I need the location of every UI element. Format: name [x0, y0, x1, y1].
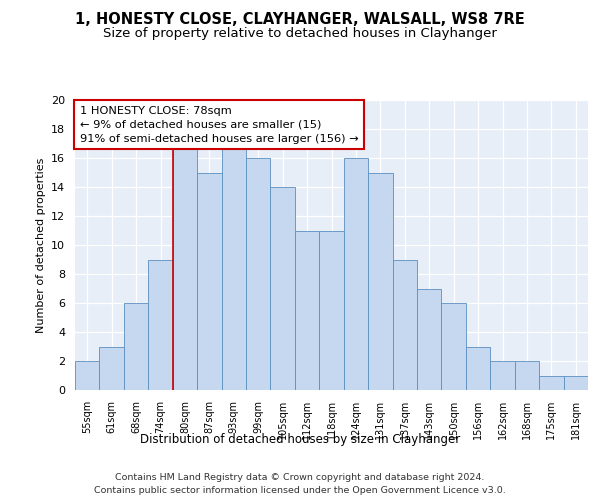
Bar	[344, 158, 368, 390]
Bar	[173, 144, 197, 390]
Bar	[442, 303, 466, 390]
Bar	[295, 230, 319, 390]
Text: 1 HONESTY CLOSE: 78sqm
← 9% of detached houses are smaller (15)
91% of semi-deta: 1 HONESTY CLOSE: 78sqm ← 9% of detached …	[80, 106, 359, 144]
Y-axis label: Number of detached properties: Number of detached properties	[35, 158, 46, 332]
Bar	[221, 144, 246, 390]
Bar	[246, 158, 271, 390]
Text: Distribution of detached houses by size in Clayhanger: Distribution of detached houses by size …	[140, 432, 460, 446]
Bar	[75, 361, 100, 390]
Bar	[197, 172, 221, 390]
Bar	[392, 260, 417, 390]
Text: Contains public sector information licensed under the Open Government Licence v3: Contains public sector information licen…	[94, 486, 506, 495]
Bar	[100, 346, 124, 390]
Bar	[148, 260, 173, 390]
Text: 1, HONESTY CLOSE, CLAYHANGER, WALSALL, WS8 7RE: 1, HONESTY CLOSE, CLAYHANGER, WALSALL, W…	[75, 12, 525, 28]
Bar	[466, 346, 490, 390]
Bar	[271, 187, 295, 390]
Bar	[490, 361, 515, 390]
Bar	[563, 376, 588, 390]
Bar	[368, 172, 392, 390]
Text: Contains HM Land Registry data © Crown copyright and database right 2024.: Contains HM Land Registry data © Crown c…	[115, 472, 485, 482]
Bar	[539, 376, 563, 390]
Bar	[515, 361, 539, 390]
Bar	[319, 230, 344, 390]
Text: Size of property relative to detached houses in Clayhanger: Size of property relative to detached ho…	[103, 28, 497, 40]
Bar	[417, 288, 442, 390]
Bar	[124, 303, 148, 390]
